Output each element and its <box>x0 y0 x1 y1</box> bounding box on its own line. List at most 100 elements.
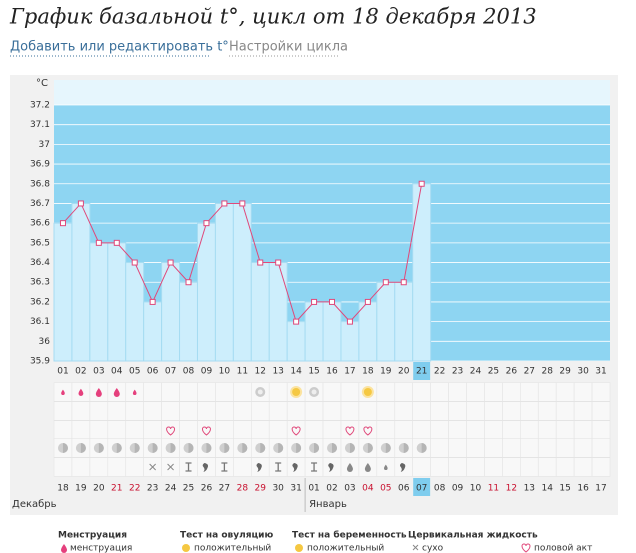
point <box>275 259 282 266</box>
date-label: 28 <box>237 484 249 494</box>
cell <box>502 457 521 477</box>
date-label: 08 <box>434 484 446 494</box>
legend-heart <box>521 543 531 553</box>
icon-circle <box>237 443 248 453</box>
icon-sticky <box>202 463 209 472</box>
cell <box>340 401 360 421</box>
cell <box>412 420 431 440</box>
drop <box>61 389 65 395</box>
point <box>77 200 84 207</box>
icon-circle <box>219 443 230 453</box>
cell <box>412 401 431 421</box>
sticky <box>292 463 298 472</box>
icon-drop-l <box>113 388 120 398</box>
x-tick-label: 07 <box>165 367 176 377</box>
icon-watery <box>346 463 353 473</box>
settings-link[interactable]: Настройки цикла <box>229 40 348 55</box>
half <box>98 443 104 453</box>
x-tick-label: 05 <box>129 367 140 377</box>
date-label: 16 <box>577 484 589 494</box>
y-tick-label: 36.3 <box>30 278 50 288</box>
cell <box>71 401 91 421</box>
x-tick-label: 25 <box>488 367 499 377</box>
x-tick-label: 03 <box>93 367 104 377</box>
cell <box>53 457 73 477</box>
bar <box>232 202 252 362</box>
cell <box>520 401 539 421</box>
cell <box>555 438 575 458</box>
x-tick-label: 02 <box>75 367 86 377</box>
point <box>203 220 210 227</box>
legend-item: положительный <box>307 544 384 553</box>
half <box>278 443 284 453</box>
x-tick-label: 30 <box>577 367 589 377</box>
icon-sticky <box>292 463 298 472</box>
cell <box>573 438 593 458</box>
icon-drop-s <box>132 389 137 395</box>
half <box>116 443 122 453</box>
date-label: 03 <box>344 484 355 494</box>
half <box>224 443 230 453</box>
cell <box>143 382 162 402</box>
bar <box>71 202 91 362</box>
cell <box>89 457 109 477</box>
sticky <box>328 463 334 472</box>
y-tick-label: 36.5 <box>30 238 50 248</box>
date-label: 22 <box>129 484 140 494</box>
cell <box>179 382 198 402</box>
point <box>185 279 192 286</box>
legend-item: сухо <box>422 544 444 553</box>
x-tick-label: 16 <box>326 367 338 377</box>
bar <box>394 281 414 362</box>
cell <box>125 457 144 477</box>
page-title: График базальной t°, цикл от 18 декабря … <box>9 5 537 29</box>
cell <box>268 420 288 440</box>
cell <box>502 401 521 421</box>
heart <box>201 426 211 436</box>
x-tick-label: 14 <box>290 367 302 377</box>
dry <box>167 463 174 471</box>
half <box>260 443 266 453</box>
icon-creamy <box>185 462 192 472</box>
date-label: 05 <box>380 484 391 494</box>
cell <box>268 401 288 421</box>
icon-circle <box>344 443 355 453</box>
icon-circle <box>416 443 427 453</box>
cell <box>215 382 234 402</box>
cell <box>591 420 611 440</box>
date-label: 14 <box>541 484 553 494</box>
y-tick-label: 37 <box>39 140 50 150</box>
edit-link[interactable]: Добавить или редактировать t° <box>10 40 229 55</box>
cell <box>484 401 503 421</box>
legend-item: половой акт <box>534 544 592 553</box>
month-label: Январь <box>309 499 347 510</box>
cell <box>502 438 521 458</box>
bar <box>250 262 270 362</box>
cell <box>448 420 467 440</box>
x-tick-label: 29 <box>559 367 571 377</box>
bar <box>179 281 198 362</box>
legend-title: Тест на беременность <box>292 530 407 541</box>
point <box>346 318 353 325</box>
cell <box>215 401 234 421</box>
icon-watery-s <box>384 464 388 470</box>
heart <box>363 426 373 436</box>
dry <box>149 463 156 471</box>
cell <box>555 457 575 477</box>
cell <box>197 401 216 421</box>
cell <box>537 438 557 458</box>
sticky <box>256 463 262 472</box>
half <box>62 443 68 453</box>
date-label: 24 <box>165 484 177 494</box>
half <box>80 443 86 453</box>
drop <box>384 464 388 470</box>
icon-creamy <box>275 462 282 472</box>
date-label: 02 <box>326 484 337 494</box>
icon-heart <box>363 426 373 436</box>
point <box>221 200 228 207</box>
legend-title: Тест на овуляцию <box>180 531 273 541</box>
y-tick-label: 36.9 <box>30 160 50 170</box>
cell <box>484 438 503 458</box>
x-tick-label: 21 <box>416 367 427 377</box>
cell <box>250 420 270 440</box>
